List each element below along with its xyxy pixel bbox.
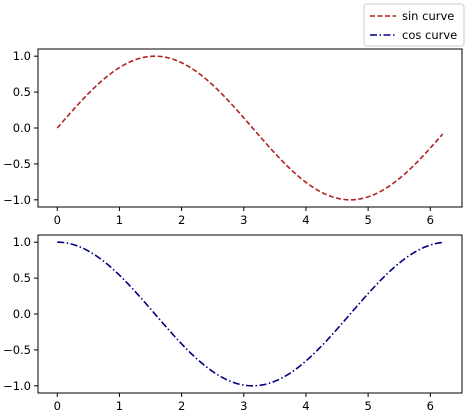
- x-tick-label: 2: [178, 213, 185, 227]
- y-tick-label: 1.0: [13, 49, 31, 63]
- x-tick-label: 4: [302, 399, 309, 413]
- y-tick-label: 0.5: [13, 271, 31, 285]
- x-tick-label: 4: [302, 213, 309, 227]
- sin-subplot-ticks: 0 1 2 3 4 5 6 1.0 0.5 0.0 −0.5 −1.0: [3, 49, 434, 227]
- y-tick-label: 0.5: [13, 85, 31, 99]
- y-tick-label: 1.0: [13, 235, 31, 249]
- x-tick-label: 5: [364, 399, 371, 413]
- y-tick-label: −1.0: [3, 193, 31, 207]
- legend-label-sin: sin curve: [402, 9, 454, 23]
- x-tick-label: 1: [116, 213, 123, 227]
- x-tick-label: 5: [364, 213, 371, 227]
- x-tick-label: 0: [54, 399, 61, 413]
- y-tick-label: −0.5: [3, 343, 31, 357]
- y-tick-label: 0.0: [13, 307, 31, 321]
- x-tick-label: 1: [116, 399, 123, 413]
- cos-subplot: 0 1 2 3 4 5 6 1.0 0.5 0.0 −0.5 −1.0: [3, 234, 463, 413]
- x-tick-label: 0: [54, 213, 61, 227]
- y-tick-label: −0.5: [3, 157, 31, 171]
- cos-subplot-ticks: 0 1 2 3 4 5 6 1.0 0.5 0.0 −0.5 −1.0: [3, 235, 434, 413]
- x-tick-label: 2: [178, 399, 185, 413]
- x-tick-label: 6: [427, 213, 434, 227]
- x-tick-label: 3: [240, 213, 247, 227]
- sin-subplot: 0 1 2 3 4 5 6 1.0 0.5 0.0 −0.5 −1.0: [3, 48, 463, 227]
- legend: sin curve cos curve: [363, 3, 465, 47]
- legend-label-cos: cos curve: [402, 28, 457, 42]
- y-tick-label: −1.0: [3, 379, 31, 393]
- y-tick-label: 0.0: [13, 121, 31, 135]
- x-tick-label: 3: [240, 399, 247, 413]
- cos-curve-line: [57, 241, 443, 387]
- x-tick-label: 6: [427, 399, 434, 413]
